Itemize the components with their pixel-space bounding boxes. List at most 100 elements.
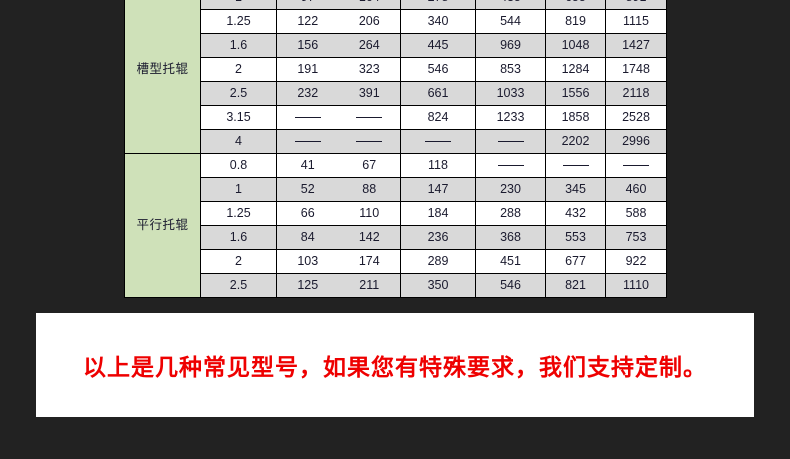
- cell-value: 969: [475, 33, 546, 58]
- cell-value: 88: [338, 177, 401, 202]
- cell-value: 661: [400, 81, 476, 106]
- cell-value: 67: [338, 153, 401, 178]
- cell-value: 2996: [605, 129, 667, 154]
- table-row: 3.15 824 1233 1858 2528: [125, 105, 667, 130]
- cell-value: 142: [338, 225, 401, 250]
- cell-value: 451: [475, 249, 546, 274]
- cell-value: 432: [545, 201, 606, 226]
- cell-value: 103: [276, 249, 339, 274]
- table-row: 平行托辊 0.8 41 67 118: [124, 153, 667, 298]
- cell-value: 191: [276, 57, 339, 82]
- table-row: 2 103 174 289 451 677 922: [125, 249, 667, 274]
- cell-value: 1233: [475, 105, 546, 130]
- cell-value: [475, 129, 546, 154]
- cell-value: 84: [276, 225, 339, 250]
- cell-value: 125: [276, 273, 339, 298]
- cell-value: 677: [545, 249, 606, 274]
- cell-value: 546: [475, 273, 546, 298]
- cell-value: [545, 153, 606, 178]
- cell-value: 435: [475, 0, 546, 10]
- cell-value: 122: [276, 9, 339, 34]
- row-group-label: 槽型托辊: [124, 0, 201, 154]
- cell-value: 2202: [545, 129, 606, 154]
- notice-text: 以上是几种常见型号，如果您有特殊要求，我们支持定制。: [83, 355, 707, 381]
- cell-value: 230: [475, 177, 546, 202]
- cell-value: [605, 153, 667, 178]
- cell-value: 922: [605, 249, 667, 274]
- cell-value: 1556: [545, 81, 606, 106]
- cell-model: 1.25: [200, 201, 277, 226]
- dash-placeholder-icon: [356, 141, 383, 143]
- cell-value: 821: [545, 273, 606, 298]
- cell-value: 1284: [545, 57, 606, 82]
- cell-value: 340: [400, 9, 476, 34]
- cell-value: 588: [605, 201, 667, 226]
- cell-value: 891: [605, 0, 667, 10]
- table-row: 2.5 125 211 350 546 821 1110: [125, 273, 667, 298]
- cell-model: 1: [200, 0, 277, 10]
- cell-value: 211: [338, 273, 401, 298]
- cell-model: 1.25: [200, 9, 277, 34]
- cell-value: 66: [276, 201, 339, 226]
- cell-value: 391: [338, 81, 401, 106]
- cell-value: 655: [545, 0, 606, 10]
- cell-value: 110: [338, 201, 401, 226]
- cell-value: 41: [276, 153, 339, 178]
- cell-model: 1.6: [200, 225, 277, 250]
- table-row: 槽型托辊197164278435655891: [124, 0, 667, 154]
- table-row: 2 191 323 546 853 1284 1748: [125, 57, 667, 82]
- cell-value: 1033: [475, 81, 546, 106]
- cell-model: 2: [200, 57, 277, 82]
- cell-value: 164: [338, 0, 401, 10]
- dash-placeholder-icon: [497, 141, 524, 143]
- cell-value: 819: [545, 9, 606, 34]
- cell-value: 1427: [605, 33, 667, 58]
- cell-value: [338, 129, 401, 154]
- table-row: 1.25 66 110 184 288 432 588: [125, 201, 667, 226]
- dash-placeholder-icon: [356, 117, 383, 119]
- cell-value: 853: [475, 57, 546, 82]
- cell-value: 2528: [605, 105, 667, 130]
- cell-value: 1110: [605, 273, 667, 298]
- cell-value: 445: [400, 33, 476, 58]
- dash-placeholder-icon: [294, 117, 321, 119]
- cell-model: 0.8: [200, 153, 277, 178]
- cell-value: 156: [276, 33, 339, 58]
- cell-value: 345: [545, 177, 606, 202]
- cell-value: 52: [276, 177, 339, 202]
- cell-value: 323: [338, 57, 401, 82]
- dash-placeholder-icon: [562, 165, 589, 167]
- table-row: 1.6 156 264 445 969 1048 1427: [125, 33, 667, 58]
- cell-value: [338, 105, 401, 130]
- cell-value: 460: [605, 177, 667, 202]
- cell-value: 184: [400, 201, 476, 226]
- cell-model: 4: [200, 129, 277, 154]
- notice-banner: 以上是几种常见型号，如果您有特殊要求，我们支持定制。: [36, 313, 754, 417]
- cell-value: 174: [338, 249, 401, 274]
- row-group-label: 平行托辊: [124, 153, 201, 298]
- cell-value: 1115: [605, 9, 667, 34]
- cell-model: 2: [200, 249, 277, 274]
- cell-value: 264: [338, 33, 401, 58]
- cell-value: [475, 153, 546, 178]
- cell-model: 2.5: [200, 81, 277, 106]
- dash-placeholder-icon: [425, 141, 451, 143]
- cell-value: 824: [400, 105, 476, 130]
- cell-value: 147: [400, 177, 476, 202]
- cell-value: 2118: [605, 81, 667, 106]
- cell-value: 278: [400, 0, 476, 10]
- cell-value: 544: [475, 9, 546, 34]
- cell-value: 232: [276, 81, 339, 106]
- cell-value: 350: [400, 273, 476, 298]
- cell-value: 1748: [605, 57, 667, 82]
- cell-value: 1048: [545, 33, 606, 58]
- cell-value: 97: [276, 0, 339, 10]
- table-row: 4 2202 2996: [125, 129, 667, 154]
- dash-placeholder-icon: [294, 141, 321, 143]
- cell-model: 1.6: [200, 33, 277, 58]
- table-row: 2.5 232 391 661 1033 1556 2118: [125, 81, 667, 106]
- cell-value: [276, 129, 339, 154]
- table-row: 1.6 84 142 236 368 553 753: [125, 225, 667, 250]
- cell-value: 368: [475, 225, 546, 250]
- cell-value: 118: [400, 153, 476, 178]
